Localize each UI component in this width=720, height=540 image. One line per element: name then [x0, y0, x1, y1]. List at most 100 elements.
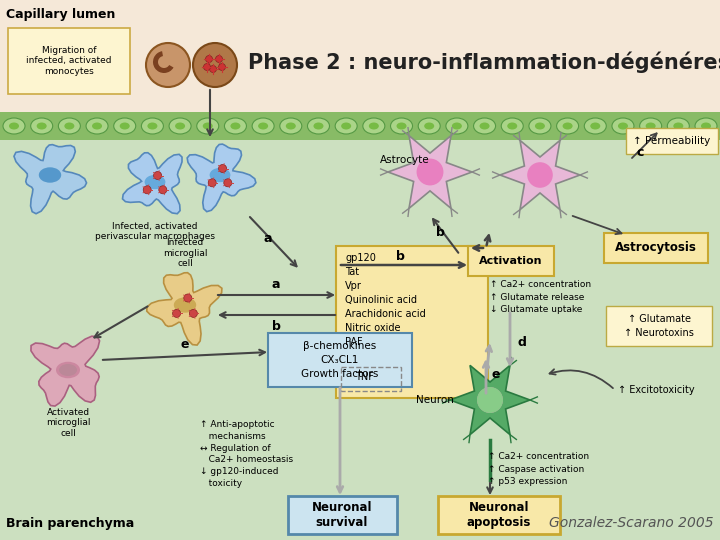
Text: e: e — [492, 368, 500, 381]
Text: b: b — [395, 249, 405, 262]
Ellipse shape — [667, 118, 689, 134]
Ellipse shape — [258, 123, 268, 130]
Text: β-chemokines
CX₃CL1
Growth factors: β-chemokines CX₃CL1 Growth factors — [301, 341, 379, 379]
Text: a: a — [264, 232, 272, 245]
FancyBboxPatch shape — [626, 128, 718, 154]
Ellipse shape — [56, 362, 80, 378]
Ellipse shape — [210, 168, 230, 182]
Ellipse shape — [480, 123, 490, 130]
Ellipse shape — [252, 118, 274, 134]
Ellipse shape — [230, 123, 240, 130]
Ellipse shape — [286, 123, 296, 130]
Text: b: b — [271, 320, 280, 333]
Ellipse shape — [585, 118, 606, 134]
Text: Neuronal
survival: Neuronal survival — [312, 501, 372, 529]
Ellipse shape — [39, 167, 61, 183]
Text: a: a — [271, 278, 280, 291]
Ellipse shape — [280, 118, 302, 134]
Text: Infected, activated
perivascular macrophages: Infected, activated perivascular macroph… — [95, 222, 215, 241]
Text: b: b — [436, 226, 444, 239]
Circle shape — [417, 159, 444, 185]
Circle shape — [218, 64, 225, 71]
Ellipse shape — [141, 118, 163, 134]
Circle shape — [143, 186, 151, 194]
Circle shape — [219, 165, 227, 172]
Ellipse shape — [9, 123, 19, 130]
FancyBboxPatch shape — [468, 246, 554, 276]
Ellipse shape — [341, 123, 351, 130]
Circle shape — [210, 65, 217, 72]
Circle shape — [215, 56, 222, 63]
Ellipse shape — [418, 118, 440, 134]
Ellipse shape — [64, 123, 74, 130]
Ellipse shape — [535, 123, 545, 130]
Text: ↑ Excitotoxicity: ↑ Excitotoxicity — [618, 385, 695, 395]
Circle shape — [204, 64, 210, 71]
Text: d: d — [518, 335, 527, 348]
Ellipse shape — [397, 123, 407, 130]
Text: Astrocytosis: Astrocytosis — [615, 241, 697, 254]
Ellipse shape — [197, 118, 219, 134]
FancyBboxPatch shape — [268, 333, 412, 387]
Text: Astrocyte: Astrocyte — [380, 155, 430, 165]
Ellipse shape — [58, 118, 81, 134]
Ellipse shape — [557, 118, 579, 134]
Ellipse shape — [31, 118, 53, 134]
Circle shape — [189, 309, 197, 318]
Polygon shape — [187, 144, 256, 212]
Wedge shape — [153, 51, 174, 73]
Text: ↑ Ca2+ concentration
↑ Caspase activation
↑ p53 expression: ↑ Ca2+ concentration ↑ Caspase activatio… — [488, 452, 589, 486]
Ellipse shape — [446, 118, 468, 134]
Circle shape — [224, 179, 232, 187]
FancyBboxPatch shape — [606, 306, 712, 346]
Ellipse shape — [59, 364, 77, 376]
Ellipse shape — [424, 123, 434, 130]
Ellipse shape — [529, 118, 551, 134]
Circle shape — [173, 309, 181, 318]
FancyBboxPatch shape — [8, 28, 130, 94]
Polygon shape — [14, 145, 86, 214]
FancyBboxPatch shape — [288, 496, 397, 534]
Circle shape — [208, 179, 216, 187]
Text: Neuron: Neuron — [416, 395, 454, 405]
Text: TNF: TNF — [355, 372, 374, 382]
Ellipse shape — [452, 123, 462, 130]
Ellipse shape — [335, 118, 357, 134]
Bar — [0, 0, 720, 115]
Text: gp120
Tat
Vpr
Quinolinic acid
Arachidonic acid
Nitric oxide
PAF: gp120 Tat Vpr Quinolinic acid Arachidoni… — [345, 253, 426, 347]
Polygon shape — [147, 273, 222, 345]
Polygon shape — [388, 136, 472, 208]
Ellipse shape — [313, 123, 323, 130]
Text: Brain parenchyma: Brain parenchyma — [6, 517, 134, 530]
Ellipse shape — [3, 118, 25, 134]
Polygon shape — [500, 140, 580, 210]
Text: ↑ Permeability: ↑ Permeability — [634, 136, 711, 146]
Text: Phase 2 : neuro-inflammation-dégénérescence: Phase 2 : neuro-inflammation-dégénéresce… — [248, 51, 720, 73]
Ellipse shape — [120, 123, 130, 130]
Ellipse shape — [369, 123, 379, 130]
Ellipse shape — [203, 123, 213, 130]
Ellipse shape — [175, 123, 185, 130]
Ellipse shape — [86, 118, 108, 134]
Polygon shape — [450, 366, 530, 435]
Circle shape — [146, 43, 190, 87]
Text: Migration of
infected, activated
monocytes: Migration of infected, activated monocyt… — [26, 46, 112, 76]
FancyBboxPatch shape — [604, 233, 708, 263]
Ellipse shape — [174, 298, 196, 313]
Text: c: c — [636, 145, 644, 159]
Ellipse shape — [590, 123, 600, 130]
Ellipse shape — [37, 123, 47, 130]
Ellipse shape — [639, 118, 662, 134]
Ellipse shape — [501, 118, 523, 134]
Ellipse shape — [145, 175, 166, 189]
Ellipse shape — [646, 123, 656, 130]
Circle shape — [205, 56, 212, 63]
Ellipse shape — [114, 118, 135, 134]
Ellipse shape — [307, 118, 330, 134]
Ellipse shape — [701, 123, 711, 130]
Text: Activation: Activation — [480, 256, 543, 266]
Text: ↑ Glutamate
↑ Neurotoxins: ↑ Glutamate ↑ Neurotoxins — [624, 314, 694, 338]
Ellipse shape — [562, 123, 572, 130]
Bar — [0, 112, 720, 140]
Text: Neuronal
apoptosis: Neuronal apoptosis — [467, 501, 531, 529]
